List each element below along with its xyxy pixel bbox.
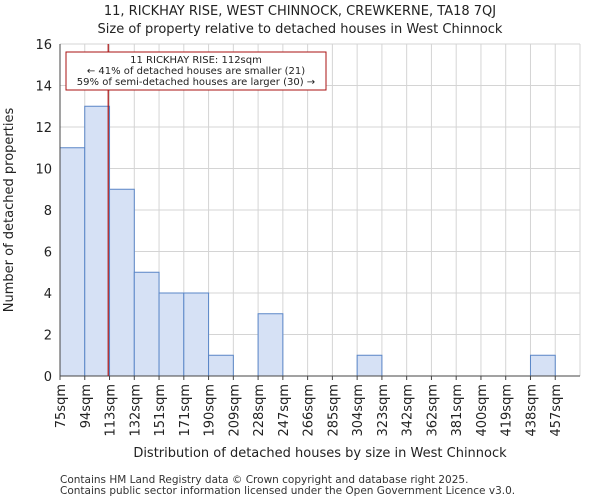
x-tick-label: 228sqm — [252, 384, 267, 437]
histogram-bar — [109, 188, 135, 377]
x-tick-label: 94sqm — [79, 384, 94, 428]
x-tick-label: 285sqm — [326, 384, 341, 437]
x-tick-label: 151sqm — [153, 384, 168, 437]
chart-subtitle: Size of property relative to detached ho… — [97, 22, 503, 37]
chart-title: 11, RICKHAY RISE, WEST CHINNOCK, CREWKER… — [103, 4, 497, 19]
histogram-bar — [133, 271, 160, 377]
x-tick-label: 438sqm — [524, 384, 539, 437]
x-tick-label: 304sqm — [351, 384, 366, 437]
annotation-box — [65, 51, 327, 91]
histogram-bar — [257, 313, 284, 377]
x-tick-label: 209sqm — [227, 384, 242, 437]
y-tick-label: 12 — [35, 121, 52, 136]
x-tick-label: 190sqm — [203, 384, 218, 437]
footer-copyright: Contains HM Land Registry data © Crown c… — [60, 474, 469, 486]
x-tick-label: 400sqm — [475, 384, 490, 437]
y-axis-title: Number of detached properties — [2, 108, 17, 313]
footer-licence: Contains public sector information licen… — [60, 485, 516, 497]
annotation-line-3: 59% of semi-detached houses are larger (… — [77, 77, 315, 88]
histogram-bar — [59, 147, 86, 377]
x-tick-label: 132sqm — [128, 384, 143, 437]
x-tick-label: 419sqm — [500, 384, 515, 437]
tick-labels-layer: 0 2 4 6 8 10 12 14 16 75sqm 94sqm 113sqm 132sqm 151sq… — [35, 38, 564, 437]
y-tick-label: 10 — [35, 163, 52, 178]
x-tick-label: 457sqm — [549, 384, 564, 437]
axes-layer — [59, 44, 580, 380]
x-tick-label: 266sqm — [302, 384, 317, 437]
histogram-bar — [183, 292, 210, 377]
x-axis-title: Distribution of detached houses by size … — [133, 446, 507, 461]
marker-layer: 11 RICKHAY RISE: 112sqm← 41% of detached… — [65, 44, 327, 376]
x-tick-label: 75sqm — [54, 384, 69, 428]
annotation-line-2: ← 41% of detached houses are smaller (21… — [87, 66, 305, 77]
x-tick-label: 323sqm — [376, 384, 391, 437]
histogram-bar — [208, 354, 234, 377]
histogram-bar — [84, 105, 111, 377]
y-tick-label: 8 — [44, 204, 52, 219]
y-tick-label: 14 — [35, 80, 52, 95]
y-tick-label: 6 — [44, 246, 52, 261]
histogram-bar — [158, 292, 185, 377]
x-tick-label: 247sqm — [277, 384, 292, 437]
annotation-line-1: 11 RICKHAY RISE: 112sqm — [130, 55, 262, 66]
y-tick-label: 2 — [44, 329, 52, 344]
x-tick-label: 113sqm — [104, 384, 119, 437]
y-tick-label: 0 — [44, 370, 52, 385]
x-tick-label: 381sqm — [450, 384, 465, 437]
x-tick-label: 171sqm — [178, 384, 193, 437]
y-tick-label: 16 — [35, 38, 52, 53]
histogram-bar — [529, 354, 556, 377]
histogram-bar — [356, 354, 383, 377]
x-tick-label: 342sqm — [401, 384, 416, 437]
y-tick-label: 4 — [44, 287, 52, 302]
x-tick-label: 362sqm — [425, 384, 440, 437]
